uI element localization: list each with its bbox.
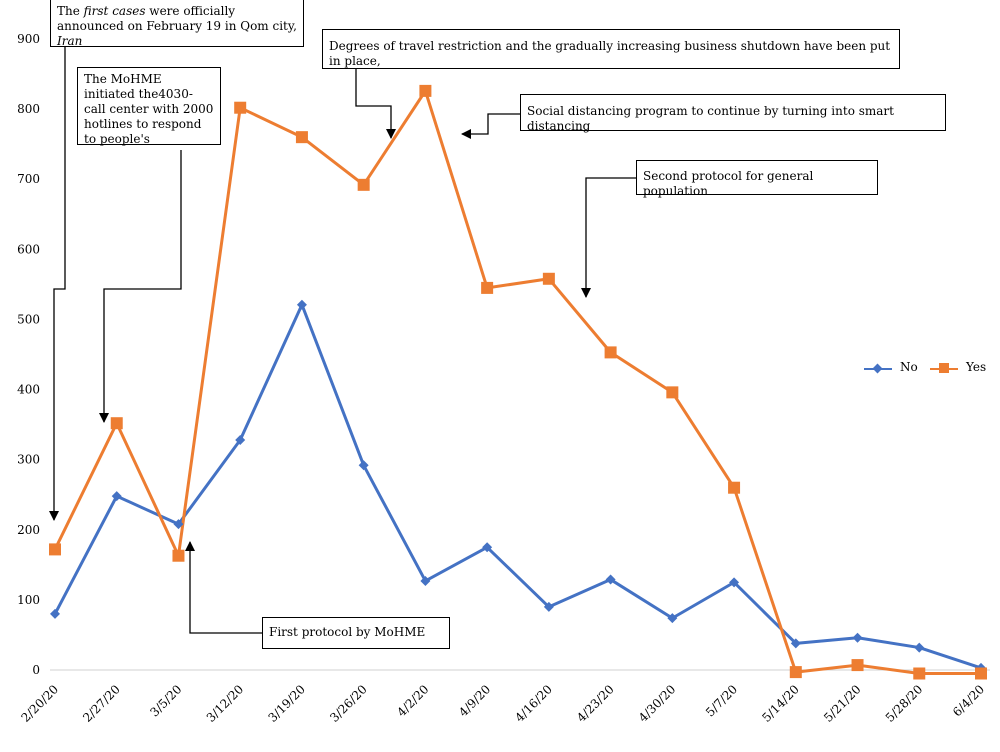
data-point-yes <box>789 666 802 679</box>
series-lines <box>53 89 982 676</box>
data-point-yes <box>604 346 617 359</box>
x-tick-label: 5/14/20 <box>759 682 802 725</box>
data-point-no <box>173 519 184 530</box>
data-point-no <box>729 577 740 588</box>
data-point-yes <box>851 659 864 672</box>
series-markers <box>49 84 987 680</box>
annotation-text-emph: Iran <box>57 34 83 48</box>
data-point-no <box>667 613 678 624</box>
x-tick-label: 4/16/20 <box>512 682 555 725</box>
y-tick-label: 200 <box>17 523 40 537</box>
y-tick-label: 0 <box>32 663 40 677</box>
data-point-no <box>914 642 925 653</box>
x-tick-label: 3/19/20 <box>265 682 308 725</box>
data-point-yes <box>666 386 679 399</box>
x-tick-label: 4/9/20 <box>456 682 493 719</box>
annotation-first-protocol: First protocol by MoHME <box>262 617 450 649</box>
annotation-connectors <box>49 47 636 634</box>
data-point-no <box>111 491 122 502</box>
y-tick-label: 400 <box>17 383 40 397</box>
arrowhead <box>99 413 109 423</box>
y-tick-label: 100 <box>17 593 40 607</box>
data-point-no <box>296 299 307 310</box>
y-tick-label: 800 <box>17 102 40 116</box>
legend-marker-square <box>939 363 949 373</box>
arrowhead <box>461 129 471 139</box>
arrowhead <box>581 288 591 298</box>
data-point-no <box>358 460 369 471</box>
data-point-yes <box>234 101 247 114</box>
x-tick-label: 2/20/20 <box>19 682 62 725</box>
x-tick-label: 5/21/20 <box>821 682 864 725</box>
series-line-no <box>53 303 982 670</box>
annotation-connector <box>462 113 520 135</box>
annotation-social-distancing: Social distancing program to continue by… <box>520 94 946 133</box>
annotation-connector <box>189 542 262 634</box>
data-point-no <box>482 542 493 553</box>
x-tick-label: 5/28/20 <box>883 682 926 725</box>
data-point-no <box>605 574 616 585</box>
x-tick-label: 6/4/20 <box>950 682 987 719</box>
annotation-connector <box>585 177 636 297</box>
data-point-no <box>420 575 431 586</box>
annotation-connector <box>103 150 182 422</box>
data-point-yes <box>49 543 61 556</box>
annotation-first-cases: The first cases were officially announce… <box>50 0 304 48</box>
x-tick-label: 4/23/20 <box>574 682 617 725</box>
data-point-yes <box>975 667 987 680</box>
annotation-connector <box>355 69 392 138</box>
x-tick-label: 3/12/20 <box>204 682 247 725</box>
annotation-text: The <box>57 4 84 18</box>
y-tick-label: 900 <box>17 32 40 46</box>
annotation-text: were officially announced on February 19… <box>57 4 297 33</box>
y-axis-ticks: 0 100 200 300 400 500 600 700 800 900 <box>17 32 40 677</box>
data-point-yes <box>110 417 123 430</box>
arrowhead <box>386 129 396 139</box>
annotation-second-protocol: Second protocol for general population <box>636 160 878 198</box>
data-point-no <box>50 608 60 619</box>
legend-label-yes: Yes <box>966 360 987 374</box>
arrowhead <box>185 541 195 551</box>
series-line-yes <box>53 89 981 676</box>
legend-label-no: No <box>900 360 918 374</box>
x-tick-label: 2/27/20 <box>80 682 123 725</box>
data-point-no <box>235 435 246 446</box>
data-point-yes <box>913 667 926 680</box>
x-tick-label: 3/5/20 <box>147 682 184 719</box>
data-point-yes <box>357 178 370 191</box>
data-point-yes <box>172 549 185 562</box>
x-axis: 2/20/20 2/27/20 3/5/20 3/12/20 3/19/20 3/26/2… <box>19 669 990 725</box>
data-point-no <box>790 638 801 649</box>
y-tick-label: 500 <box>17 312 40 326</box>
data-point-no <box>543 601 554 612</box>
arrowhead <box>49 511 59 521</box>
x-tick-label: 5/7/20 <box>703 682 740 719</box>
y-tick-label: 300 <box>17 453 40 467</box>
annotation-travel-restriction: Degrees of travel restriction and the gr… <box>322 29 900 69</box>
x-tick-label: 4/2/20 <box>394 682 431 719</box>
data-point-yes <box>728 481 741 494</box>
annotation-call-center: The MoHME initiated the4030-call center … <box>77 67 221 146</box>
data-point-yes <box>542 272 555 285</box>
data-point-yes <box>419 84 432 97</box>
annotation-text-emph: first cases <box>83 4 146 18</box>
data-point-yes <box>481 281 494 294</box>
data-point-no <box>852 632 863 643</box>
annotation-connector <box>53 47 66 520</box>
x-tick-label: 4/30/20 <box>636 682 679 725</box>
y-tick-label: 700 <box>17 172 40 186</box>
data-point-yes <box>295 131 308 144</box>
y-tick-label: 600 <box>17 242 40 256</box>
x-tick-label: 3/26/20 <box>327 682 370 725</box>
